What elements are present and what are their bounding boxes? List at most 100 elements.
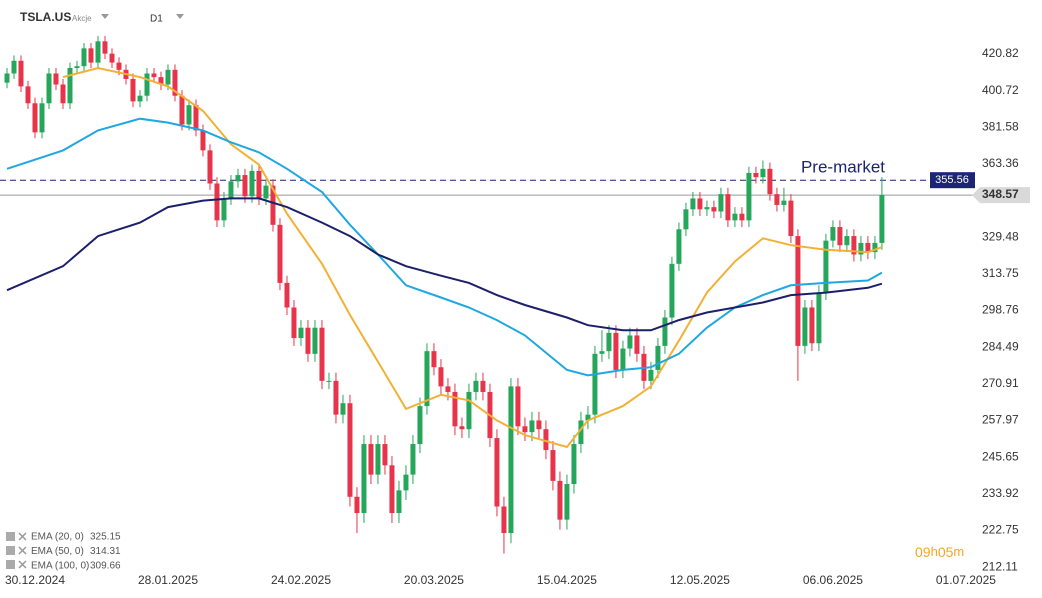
- y-tick-label: 329.48: [982, 229, 1019, 243]
- candle-body: [235, 175, 241, 182]
- countdown-part: 05: [938, 544, 954, 560]
- legend-name: EMA (20, 0): [31, 532, 84, 543]
- candle-body: [368, 444, 374, 475]
- x-tick-label: 24.02.2025: [271, 573, 331, 587]
- ema-line: [6, 197, 883, 332]
- candle-body: [32, 103, 38, 133]
- last-price-tag: [972, 187, 1030, 204]
- candle-body: [452, 391, 458, 427]
- candle-body: [326, 380, 332, 382]
- x-tick-label: 28.01.2025: [138, 573, 198, 587]
- candle-body: [116, 62, 122, 70]
- candle-body: [879, 195, 885, 243]
- dropdown-arrow[interactable]: [101, 14, 109, 19]
- legend-value: 309.66: [90, 561, 121, 572]
- candle-body: [739, 213, 745, 221]
- candle-body: [571, 444, 577, 485]
- y-tick-label: 420.82: [982, 46, 1019, 60]
- candle-body: [767, 168, 773, 195]
- countdown-part: m: [953, 544, 964, 559]
- candle-body: [599, 351, 605, 354]
- y-tick-label: 257.97: [982, 413, 1019, 427]
- candle-body: [508, 386, 514, 534]
- candle-body: [11, 60, 17, 74]
- countdown: 09h05m: [915, 544, 964, 560]
- candle-body: [592, 353, 598, 415]
- candle-body: [277, 224, 283, 283]
- premarket-label: Pre-market: [801, 157, 885, 176]
- candle-body: [746, 172, 752, 221]
- candle-body: [389, 465, 395, 514]
- candle-body: [417, 406, 423, 445]
- candle-body: [424, 351, 430, 407]
- candle-body: [774, 194, 780, 205]
- candle-body: [816, 292, 822, 344]
- candle-body: [795, 236, 801, 346]
- candle-body: [732, 213, 738, 221]
- candle-body: [333, 380, 339, 415]
- ema-line: [6, 117, 883, 377]
- premarket-tag: [930, 172, 975, 189]
- candle-body: [186, 105, 192, 125]
- candle-body: [613, 332, 619, 370]
- candle-body: [564, 484, 570, 520]
- candle-body: [74, 66, 80, 69]
- candle-body: [473, 380, 479, 392]
- candle-body: [102, 41, 108, 54]
- candle-body: [4, 73, 10, 83]
- candle-body: [172, 69, 178, 96]
- candle-body: [662, 317, 668, 346]
- candle-body: [648, 369, 654, 381]
- candle-body: [270, 185, 276, 225]
- y-tick-label: 363.36: [982, 156, 1019, 170]
- candle-body: [550, 450, 556, 481]
- candle-body: [95, 41, 101, 63]
- candle-body: [711, 207, 717, 212]
- candle-body: [382, 444, 388, 466]
- candle-body: [361, 444, 367, 514]
- candle-body: [396, 490, 402, 514]
- candle-body: [858, 242, 864, 255]
- candle-body: [179, 95, 185, 125]
- y-tick-label: 233.92: [982, 486, 1019, 500]
- y-tick-label: 222.75: [982, 523, 1019, 537]
- candle-body: [403, 474, 409, 491]
- candle-body: [466, 391, 472, 430]
- countdown-part: 09: [915, 544, 931, 560]
- y-tick-label: 270.91: [982, 376, 1019, 390]
- candle-body: [627, 335, 633, 349]
- candle-body: [291, 307, 297, 339]
- candle-body: [431, 351, 437, 368]
- asset-class: Akcje: [72, 14, 92, 23]
- candle-body: [620, 348, 626, 370]
- candle-body: [214, 183, 220, 221]
- candle-body: [263, 185, 269, 199]
- symbol[interactable]: TSLA.US: [20, 10, 71, 24]
- last-price-value: 348.57: [982, 187, 1019, 201]
- candle-body: [312, 327, 318, 354]
- x-tick-label: 06.06.2025: [803, 573, 863, 587]
- candle-body: [25, 86, 31, 104]
- candle-body: [809, 307, 815, 344]
- candle-body: [445, 386, 451, 392]
- candle-body: [690, 198, 696, 210]
- candle-body: [753, 172, 759, 178]
- dropdown-arrow[interactable]: [176, 14, 184, 19]
- candle-body: [130, 78, 136, 102]
- candle-body: [207, 150, 213, 184]
- candle-body: [18, 60, 24, 87]
- candle-body: [543, 429, 549, 451]
- y-tick-label: 298.76: [982, 303, 1019, 317]
- countdown-part: h: [931, 544, 938, 559]
- candle-body: [725, 194, 731, 221]
- candle-body: [375, 444, 381, 475]
- candle-body: [788, 200, 794, 237]
- legend-icons: [6, 532, 27, 569]
- timeframe[interactable]: D1: [150, 14, 163, 25]
- legend-name: EMA (100, 0): [31, 561, 89, 572]
- candle-body: [676, 229, 682, 264]
- candle-body: [354, 496, 360, 514]
- candle-body: [634, 335, 640, 354]
- candle-body: [319, 327, 325, 381]
- candle-body: [536, 420, 542, 430]
